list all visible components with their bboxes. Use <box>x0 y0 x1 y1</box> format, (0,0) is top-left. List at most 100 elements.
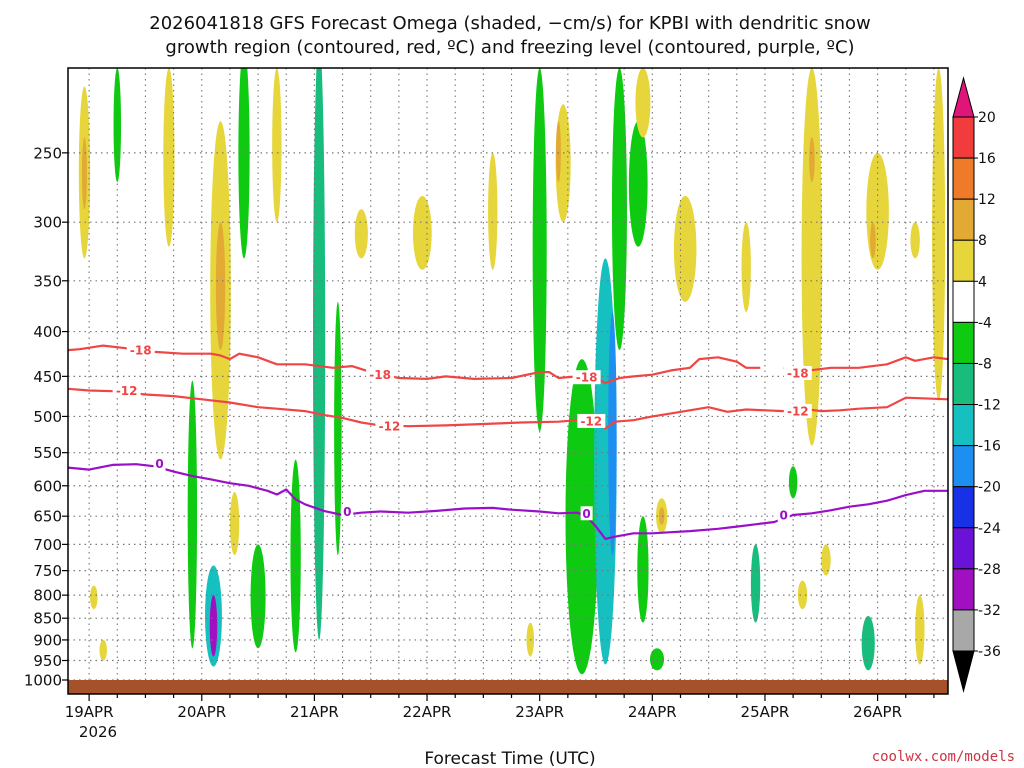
omega-blob <box>658 507 665 525</box>
omega-blob <box>209 595 218 657</box>
omega-blob <box>821 544 831 576</box>
contour-label-bg <box>112 383 141 398</box>
colorbar-bin <box>952 321 975 364</box>
omega-blob <box>801 68 823 446</box>
omega-blob <box>741 222 751 313</box>
contour-label-bg <box>777 508 790 523</box>
omega-blob <box>488 152 498 270</box>
omega-blob <box>238 68 250 259</box>
omega-blob <box>412 195 432 270</box>
omega-blob <box>637 516 649 623</box>
omega-blob <box>673 195 697 302</box>
contour-label: -12 <box>580 414 602 428</box>
colorbar-bin <box>952 198 975 241</box>
omega-blob <box>861 615 875 671</box>
y-tick-label: 700 <box>33 536 62 554</box>
contour-label: 0 <box>343 505 351 519</box>
colorbar-upper-arrow <box>952 76 975 118</box>
omega-blob <box>113 68 122 183</box>
y-tick-label: 750 <box>33 562 62 580</box>
omega-blob <box>555 121 561 183</box>
contour-dendritic-top <box>68 344 761 385</box>
omega-blob <box>99 639 107 661</box>
contour-freezing-level <box>68 463 948 540</box>
x-tick-label: 25APR <box>741 703 790 721</box>
contour-label: 0 <box>155 457 163 471</box>
contour-label: -12 <box>116 384 138 398</box>
y-tick-label: 650 <box>33 508 62 526</box>
x-tick-label: 21APR <box>290 703 339 721</box>
omega-blob <box>788 466 798 499</box>
omega-blob <box>932 68 946 401</box>
y-tick-label: 850 <box>33 610 62 628</box>
colorbar-bin <box>952 157 975 200</box>
omega-blob <box>649 648 665 671</box>
contour-label-bg <box>375 419 404 434</box>
contour-label-bg <box>783 365 812 380</box>
colorbar-bin <box>952 404 975 447</box>
y-tick-label: 1000 <box>24 672 62 690</box>
ground-bar <box>68 680 948 694</box>
contour-label: -18 <box>130 344 152 358</box>
colorbar-label: -36 <box>978 644 1001 660</box>
contour-label-bg <box>577 413 606 428</box>
omega-blob <box>187 380 198 649</box>
colorbar-label: 12 <box>978 192 996 208</box>
x-tick-label: 24APR <box>628 703 677 721</box>
omega-blob <box>809 137 815 183</box>
colorbar-label: -24 <box>978 521 1001 537</box>
x-tick-label: 20APR <box>177 703 226 721</box>
x-year-label: 2026 <box>79 723 117 741</box>
colorbar-bin <box>952 239 975 282</box>
y-tick-label: 400 <box>33 323 62 341</box>
colorbar-label: -28 <box>978 562 1001 578</box>
colorbar-bin <box>952 362 975 406</box>
colorbar-label: -16 <box>978 439 1001 455</box>
y-tick-label: 500 <box>33 408 62 426</box>
omega-blob <box>635 68 651 138</box>
omega-blob <box>229 492 240 556</box>
omega-blob <box>312 68 326 640</box>
contour-label: -12 <box>379 420 401 434</box>
omega-blob <box>628 121 648 247</box>
x-axis: 19APR 20APR 21APR 22APR 23APR 24APR 25APR 26APR <box>65 694 935 721</box>
omega-blob <box>354 209 368 259</box>
y-tick-label: 800 <box>33 587 62 605</box>
contour-label-bg <box>153 456 166 471</box>
contour-label-bg <box>783 404 812 419</box>
contour-label-bg <box>572 370 601 385</box>
colorbar-bin <box>952 609 975 652</box>
omega-blob <box>750 544 761 623</box>
plot-area: -18 -18 -18 -18 -12 -12 -12 -12 0 0 0 0 <box>67 67 949 695</box>
omega-blob <box>290 459 301 653</box>
colorbar-bin <box>952 445 975 488</box>
x-tick-label: 19APR <box>65 703 114 721</box>
x-tick-label: 26APR <box>853 703 902 721</box>
omega-blob <box>611 68 627 351</box>
colorbar-label: -4 <box>978 315 992 331</box>
y-axis: 250 300 350 400 450 500 550 600 650 700 750 800 850 9… <box>24 144 68 690</box>
plot-frame <box>67 67 949 695</box>
contour-label: -18 <box>369 368 391 382</box>
colorbar-label: -20 <box>978 480 1001 496</box>
omega-blob <box>81 137 87 210</box>
y-tick-label: 450 <box>33 368 62 386</box>
contour-label-bg <box>580 506 593 521</box>
y-tick-label: 300 <box>33 214 62 232</box>
colorbar-lower-arrow <box>952 650 975 693</box>
y-tick-label: 250 <box>33 144 62 162</box>
contour-label: -18 <box>787 366 809 380</box>
y-tick-label: 900 <box>33 631 62 649</box>
omega-blob <box>215 222 226 351</box>
colorbar-label: -12 <box>978 398 1001 414</box>
colorbar-label: 4 <box>978 274 987 290</box>
x-tick-label: 23APR <box>515 703 564 721</box>
contour-label: -18 <box>576 371 598 385</box>
colorbar: 20 16 12 8 4 -4 -8 -12 -16 -20 -24 -28 -32 -36 <box>952 76 1001 693</box>
omega-blob <box>163 68 175 247</box>
chart-title-line2: growth region (contoured, red, ºC) and f… <box>165 37 854 58</box>
y-tick-label: 550 <box>33 444 62 462</box>
omega-blob <box>910 222 920 259</box>
y-tick-label: 350 <box>33 272 62 290</box>
contour-label: -12 <box>787 405 809 419</box>
